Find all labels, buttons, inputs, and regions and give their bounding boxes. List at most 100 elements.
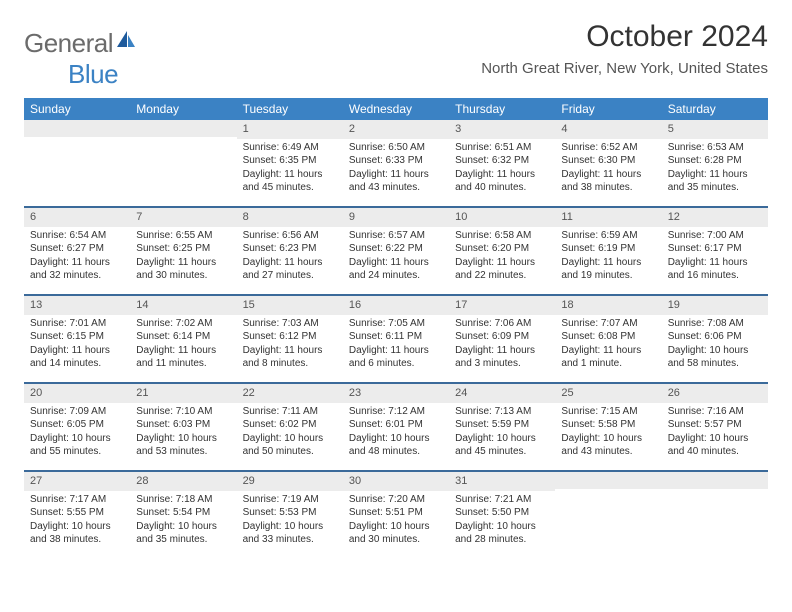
- calendar: Sunday Monday Tuesday Wednesday Thursday…: [24, 98, 768, 558]
- day-body: Sunrise: 6:55 AMSunset: 6:25 PMDaylight:…: [130, 227, 236, 287]
- sunset-text: Sunset: 6:20 PM: [455, 242, 549, 256]
- day-number: 23: [343, 384, 449, 403]
- day-body: Sunrise: 6:59 AMSunset: 6:19 PMDaylight:…: [555, 227, 661, 287]
- day-number: 10: [449, 208, 555, 227]
- sunset-text: Sunset: 6:02 PM: [243, 418, 337, 432]
- sunset-text: Sunset: 5:57 PM: [668, 418, 762, 432]
- sunrise-text: Sunrise: 6:56 AM: [243, 229, 337, 243]
- sunrise-text: Sunrise: 7:18 AM: [136, 493, 230, 507]
- daylight-text: Daylight: 11 hours and 14 minutes.: [30, 344, 124, 371]
- day-number: 12: [662, 208, 768, 227]
- day-cell: 23Sunrise: 7:12 AMSunset: 6:01 PMDayligh…: [343, 384, 449, 470]
- daylight-text: Daylight: 10 hours and 38 minutes.: [30, 520, 124, 547]
- day-cell: 22Sunrise: 7:11 AMSunset: 6:02 PMDayligh…: [237, 384, 343, 470]
- day-cell: 20Sunrise: 7:09 AMSunset: 6:05 PMDayligh…: [24, 384, 130, 470]
- day-cell: 4Sunrise: 6:52 AMSunset: 6:30 PMDaylight…: [555, 120, 661, 206]
- dayhead-sat: Saturday: [662, 98, 768, 120]
- day-cell: 2Sunrise: 6:50 AMSunset: 6:33 PMDaylight…: [343, 120, 449, 206]
- week-row: 27Sunrise: 7:17 AMSunset: 5:55 PMDayligh…: [24, 470, 768, 558]
- day-cell: 17Sunrise: 7:06 AMSunset: 6:09 PMDayligh…: [449, 296, 555, 382]
- day-number: 2: [343, 120, 449, 139]
- day-number: 17: [449, 296, 555, 315]
- day-cell: 30Sunrise: 7:20 AMSunset: 5:51 PMDayligh…: [343, 472, 449, 558]
- sunrise-text: Sunrise: 6:57 AM: [349, 229, 443, 243]
- day-body: Sunrise: 6:52 AMSunset: 6:30 PMDaylight:…: [555, 139, 661, 199]
- day-body: Sunrise: 6:57 AMSunset: 6:22 PMDaylight:…: [343, 227, 449, 287]
- day-cell: 11Sunrise: 6:59 AMSunset: 6:19 PMDayligh…: [555, 208, 661, 294]
- sunset-text: Sunset: 6:35 PM: [243, 154, 337, 168]
- day-number: 7: [130, 208, 236, 227]
- logo: General: [24, 28, 137, 59]
- day-body: [24, 137, 130, 143]
- day-cell: 6Sunrise: 6:54 AMSunset: 6:27 PMDaylight…: [24, 208, 130, 294]
- day-body: Sunrise: 6:56 AMSunset: 6:23 PMDaylight:…: [237, 227, 343, 287]
- month-title: October 2024: [481, 20, 768, 54]
- sunrise-text: Sunrise: 7:05 AM: [349, 317, 443, 331]
- day-number: 29: [237, 472, 343, 491]
- day-number: 21: [130, 384, 236, 403]
- day-number: 11: [555, 208, 661, 227]
- daylight-text: Daylight: 11 hours and 6 minutes.: [349, 344, 443, 371]
- sunrise-text: Sunrise: 7:03 AM: [243, 317, 337, 331]
- day-cell: 29Sunrise: 7:19 AMSunset: 5:53 PMDayligh…: [237, 472, 343, 558]
- day-body: Sunrise: 6:50 AMSunset: 6:33 PMDaylight:…: [343, 139, 449, 199]
- day-body: Sunrise: 7:06 AMSunset: 6:09 PMDaylight:…: [449, 315, 555, 375]
- day-body: Sunrise: 7:16 AMSunset: 5:57 PMDaylight:…: [662, 403, 768, 463]
- sunrise-text: Sunrise: 7:16 AM: [668, 405, 762, 419]
- location: North Great River, New York, United Stat…: [481, 60, 768, 77]
- sunrise-text: Sunrise: 7:15 AM: [561, 405, 655, 419]
- sunset-text: Sunset: 6:22 PM: [349, 242, 443, 256]
- logo-word2: Blue: [68, 59, 118, 90]
- sunrise-text: Sunrise: 7:20 AM: [349, 493, 443, 507]
- sunset-text: Sunset: 5:55 PM: [30, 506, 124, 520]
- day-cell: 18Sunrise: 7:07 AMSunset: 6:08 PMDayligh…: [555, 296, 661, 382]
- dayhead-tue: Tuesday: [237, 98, 343, 120]
- sunset-text: Sunset: 6:19 PM: [561, 242, 655, 256]
- sunset-text: Sunset: 6:30 PM: [561, 154, 655, 168]
- day-cell: 8Sunrise: 6:56 AMSunset: 6:23 PMDaylight…: [237, 208, 343, 294]
- day-number: 1: [237, 120, 343, 139]
- week-row: 6Sunrise: 6:54 AMSunset: 6:27 PMDaylight…: [24, 206, 768, 294]
- dayhead-wed: Wednesday: [343, 98, 449, 120]
- daylight-text: Daylight: 11 hours and 32 minutes.: [30, 256, 124, 283]
- sunrise-text: Sunrise: 6:49 AM: [243, 141, 337, 155]
- day-number: 4: [555, 120, 661, 139]
- day-cell: 25Sunrise: 7:15 AMSunset: 5:58 PMDayligh…: [555, 384, 661, 470]
- day-body: Sunrise: 7:03 AMSunset: 6:12 PMDaylight:…: [237, 315, 343, 375]
- daylight-text: Daylight: 10 hours and 30 minutes.: [349, 520, 443, 547]
- day-cell: 21Sunrise: 7:10 AMSunset: 6:03 PMDayligh…: [130, 384, 236, 470]
- daylight-text: Daylight: 10 hours and 58 minutes.: [668, 344, 762, 371]
- sunrise-text: Sunrise: 7:19 AM: [243, 493, 337, 507]
- day-number: [555, 472, 661, 489]
- day-body: Sunrise: 7:12 AMSunset: 6:01 PMDaylight:…: [343, 403, 449, 463]
- sunrise-text: Sunrise: 6:50 AM: [349, 141, 443, 155]
- sunrise-text: Sunrise: 7:08 AM: [668, 317, 762, 331]
- daylight-text: Daylight: 10 hours and 35 minutes.: [136, 520, 230, 547]
- sunset-text: Sunset: 5:58 PM: [561, 418, 655, 432]
- daylight-text: Daylight: 10 hours and 55 minutes.: [30, 432, 124, 459]
- sunset-text: Sunset: 5:53 PM: [243, 506, 337, 520]
- daylight-text: Daylight: 10 hours and 45 minutes.: [455, 432, 549, 459]
- day-number: 14: [130, 296, 236, 315]
- daylight-text: Daylight: 11 hours and 22 minutes.: [455, 256, 549, 283]
- day-body: Sunrise: 7:10 AMSunset: 6:03 PMDaylight:…: [130, 403, 236, 463]
- day-cell: 3Sunrise: 6:51 AMSunset: 6:32 PMDaylight…: [449, 120, 555, 206]
- sunset-text: Sunset: 6:03 PM: [136, 418, 230, 432]
- day-number: 19: [662, 296, 768, 315]
- day-cell: [130, 120, 236, 206]
- day-cell: 31Sunrise: 7:21 AMSunset: 5:50 PMDayligh…: [449, 472, 555, 558]
- day-body: Sunrise: 6:51 AMSunset: 6:32 PMDaylight:…: [449, 139, 555, 199]
- sunrise-text: Sunrise: 7:09 AM: [30, 405, 124, 419]
- sunset-text: Sunset: 6:27 PM: [30, 242, 124, 256]
- day-body: [130, 137, 236, 143]
- daylight-text: Daylight: 10 hours and 53 minutes.: [136, 432, 230, 459]
- week-row: 13Sunrise: 7:01 AMSunset: 6:15 PMDayligh…: [24, 294, 768, 382]
- sunset-text: Sunset: 6:23 PM: [243, 242, 337, 256]
- day-cell: [555, 472, 661, 558]
- sunset-text: Sunset: 5:51 PM: [349, 506, 443, 520]
- sunset-text: Sunset: 6:17 PM: [668, 242, 762, 256]
- dayhead-thu: Thursday: [449, 98, 555, 120]
- sunrise-text: Sunrise: 6:58 AM: [455, 229, 549, 243]
- sunrise-text: Sunrise: 7:00 AM: [668, 229, 762, 243]
- sunrise-text: Sunrise: 7:13 AM: [455, 405, 549, 419]
